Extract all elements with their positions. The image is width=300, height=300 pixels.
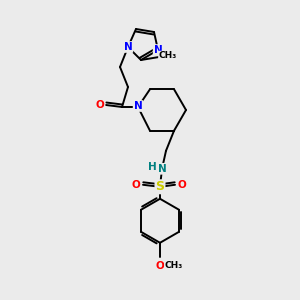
Text: N: N [158, 164, 166, 174]
Text: H: H [148, 162, 156, 172]
Text: CH₃: CH₃ [165, 261, 183, 270]
Text: N: N [134, 101, 142, 111]
Text: N: N [124, 42, 132, 52]
Text: O: O [96, 100, 104, 110]
Text: O: O [156, 261, 164, 271]
Text: O: O [132, 180, 140, 190]
Text: CH₃: CH₃ [159, 52, 177, 61]
Text: N: N [154, 45, 162, 55]
Text: O: O [178, 180, 186, 190]
Text: S: S [155, 180, 164, 193]
